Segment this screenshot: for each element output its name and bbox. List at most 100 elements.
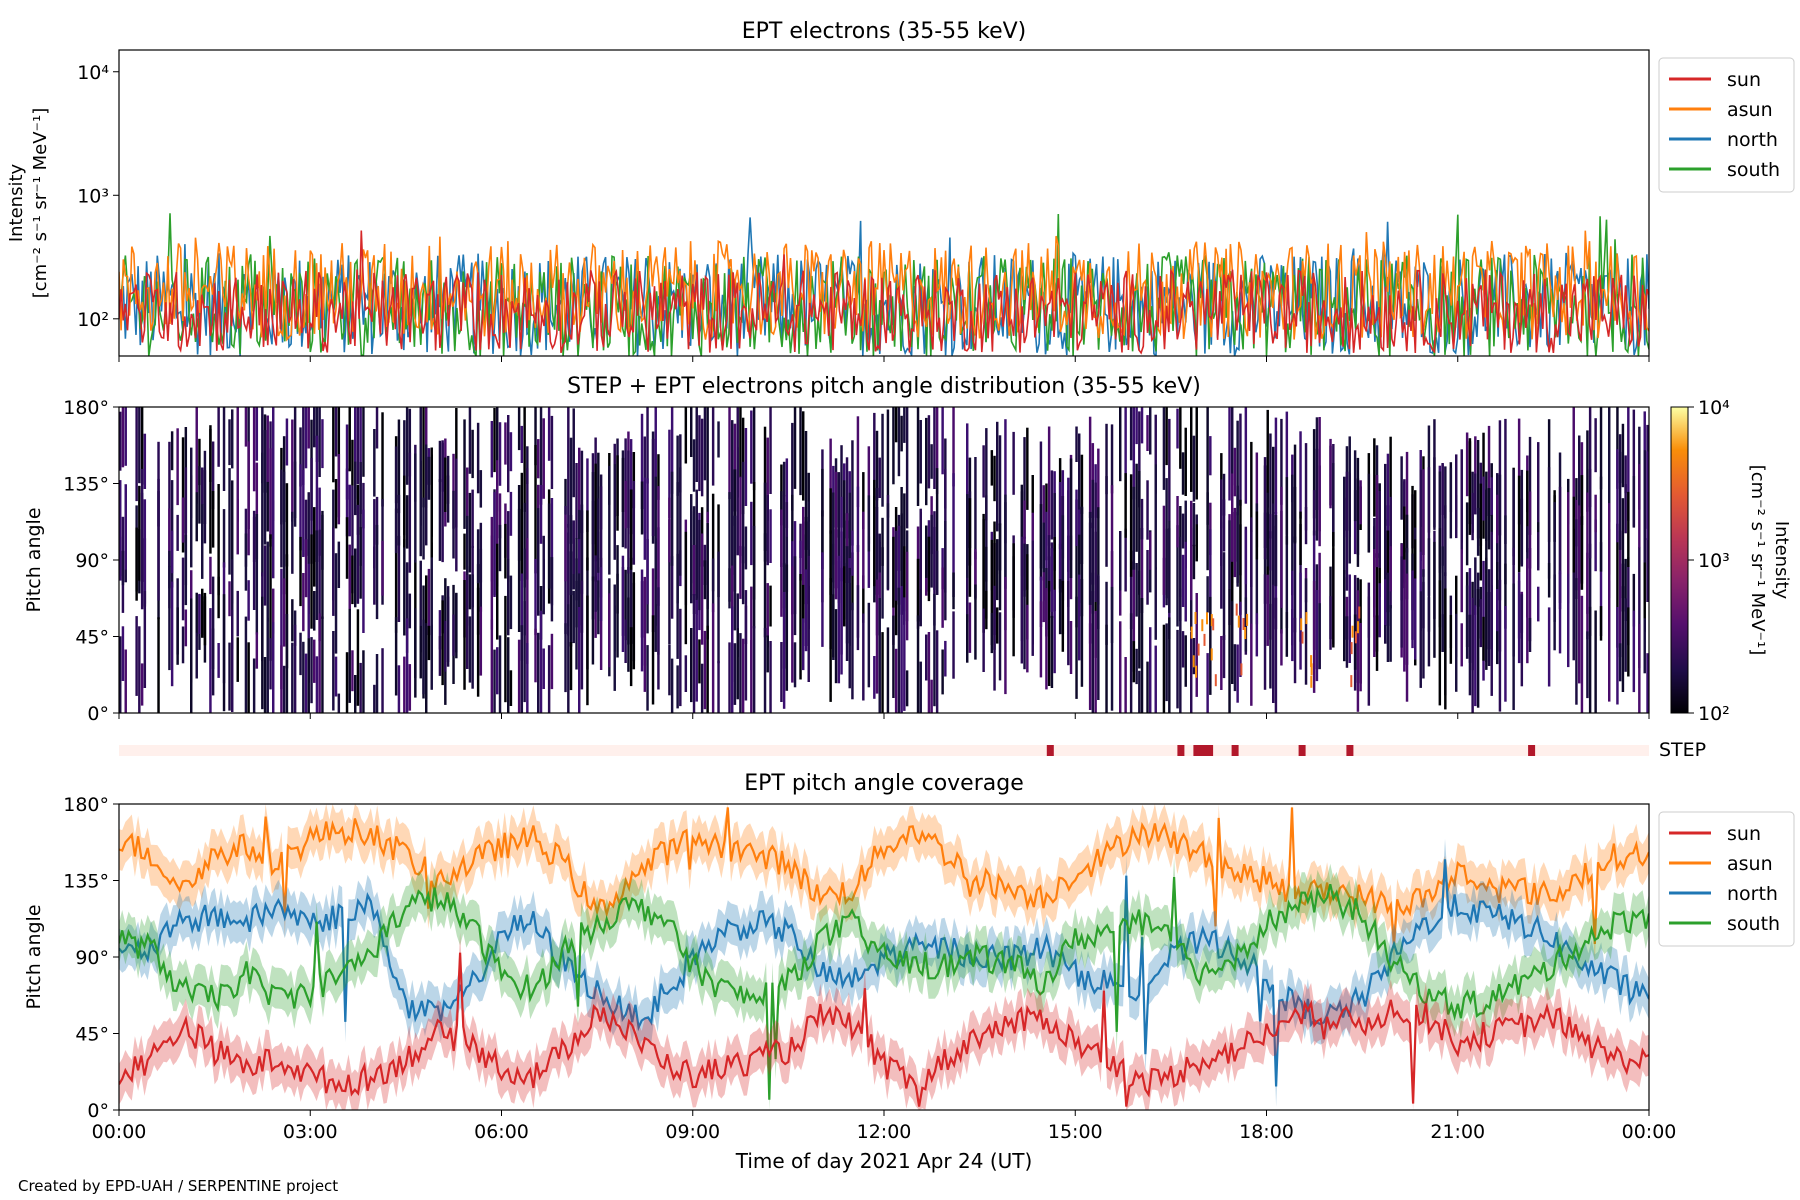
heatmap-cell [1020, 484, 1024, 577]
heatmap-cell [1504, 606, 1507, 702]
intensity-ytick-label: 10³ [77, 185, 109, 207]
heatmap-cell [974, 584, 977, 660]
heatmap-cell [632, 452, 636, 509]
heatmap-cell [1181, 513, 1185, 549]
heatmap-cell [1485, 471, 1488, 574]
heatmap-cell [1012, 543, 1015, 657]
heatmap-cell [741, 546, 745, 605]
heatmap-cell [1405, 451, 1409, 553]
heatmap-cell [1132, 641, 1136, 683]
heatmap-cell [706, 625, 709, 713]
heatmap-cell [526, 643, 529, 713]
heatmap-cell [348, 544, 351, 611]
heatmap-cell-hot [1206, 612, 1208, 625]
heatmap-cell [1119, 407, 1122, 482]
heatmap-cell [616, 545, 619, 658]
heatmap-cell [935, 550, 939, 595]
heatmap-cell [321, 419, 324, 469]
heatmap-cell [181, 557, 185, 621]
heatmap-cell [952, 407, 955, 487]
heatmap-cell [597, 498, 600, 573]
heatmap-cell [1304, 578, 1308, 685]
heatmap-cell [1105, 581, 1108, 645]
heatmap-cell [280, 568, 283, 690]
heatmap-cell [285, 483, 289, 567]
heatmap-cell [1291, 474, 1294, 596]
heatmap-cell [1632, 610, 1636, 693]
heatmap-cell [741, 461, 745, 564]
heatmap-cell [280, 645, 283, 713]
heatmap-cell-hot [1240, 663, 1243, 676]
intensity-series-asun [119, 230, 1649, 342]
heatmap-cell [807, 472, 810, 522]
heatmap-cell [299, 427, 302, 487]
heatmap-cell [1209, 436, 1212, 476]
heatmap-cell [496, 407, 499, 512]
heatmap-cell [632, 481, 636, 565]
heatmap-cell [236, 499, 239, 555]
heatmap-cell [1572, 407, 1575, 518]
heatmap-cell [266, 415, 269, 483]
legend-label-sun: sun [1727, 69, 1761, 91]
heatmap-cell [1272, 446, 1275, 515]
heatmap-cell [1078, 574, 1081, 661]
heatmap-cell [1455, 454, 1458, 528]
heatmap-cell [217, 407, 220, 467]
heatmap-cell [1343, 497, 1346, 538]
colorbar-label-line2: [cm⁻² s⁻¹ sr⁻¹ MeV⁻¹] [1747, 465, 1768, 656]
heatmap-cell [578, 539, 581, 574]
heatmap-cell [1206, 492, 1209, 571]
heatmap-cell [1274, 417, 1278, 514]
heatmap-cell [1061, 515, 1065, 635]
heatmap-cell [266, 541, 269, 622]
heatmap-cell [547, 645, 551, 713]
legend-label-south: south [1727, 159, 1780, 181]
heatmap-cell [471, 429, 474, 479]
heatmap-cell [345, 652, 349, 713]
x-tick-label: 21:00 [1430, 1121, 1485, 1143]
heatmap-cell [1359, 623, 1362, 692]
heatmap-cell [1129, 550, 1133, 629]
heatmap-cell [1231, 407, 1234, 486]
heatmap-cell [1250, 623, 1253, 706]
heatmap-cell [354, 407, 357, 499]
heatmap-cell [211, 491, 215, 548]
heatmap-cell [766, 437, 769, 521]
heatmap-cell [1528, 617, 1532, 652]
heatmap-cell [269, 534, 272, 661]
heatmap-cell [455, 592, 458, 659]
heatmap-cell [1231, 473, 1234, 583]
heatmap-cell [321, 510, 324, 619]
heatmap-cell [1244, 526, 1248, 655]
heatmap-cell [348, 608, 351, 703]
coverage-band-asun [119, 804, 1649, 965]
x-tick-label: 09:00 [665, 1121, 720, 1143]
heatmap-cell [763, 533, 767, 638]
heatmap-cell [676, 482, 679, 604]
heatmap-cell [1091, 591, 1095, 713]
heatmap-cell [1384, 579, 1387, 625]
heatmap-cell [211, 441, 215, 510]
heatmap-cell [228, 468, 231, 575]
heatmap-cell [498, 422, 502, 486]
heatmap-cell [201, 601, 204, 638]
heatmap-cell [534, 407, 537, 466]
heatmap-cell [1580, 475, 1584, 590]
heatmap-cell [1061, 580, 1065, 652]
heatmap-cell [785, 564, 789, 691]
heatmap-cell [1058, 579, 1062, 635]
step-spike [1346, 745, 1354, 756]
heatmap-cell [362, 482, 365, 529]
heatmap-cell [1239, 499, 1242, 615]
heatmap-cell [403, 656, 406, 713]
heatmap-cell [1332, 463, 1335, 547]
heatmap-cell [397, 419, 401, 514]
heatmap-cell [744, 526, 748, 570]
heatmap-cell [318, 529, 321, 642]
heatmap-cell [313, 591, 316, 631]
heatmap-cell [1403, 506, 1406, 589]
heatmap-cell [993, 521, 996, 650]
legend-label-south: south [1727, 913, 1780, 935]
heatmap-cell [252, 407, 256, 492]
heatmap-cell [996, 539, 999, 601]
